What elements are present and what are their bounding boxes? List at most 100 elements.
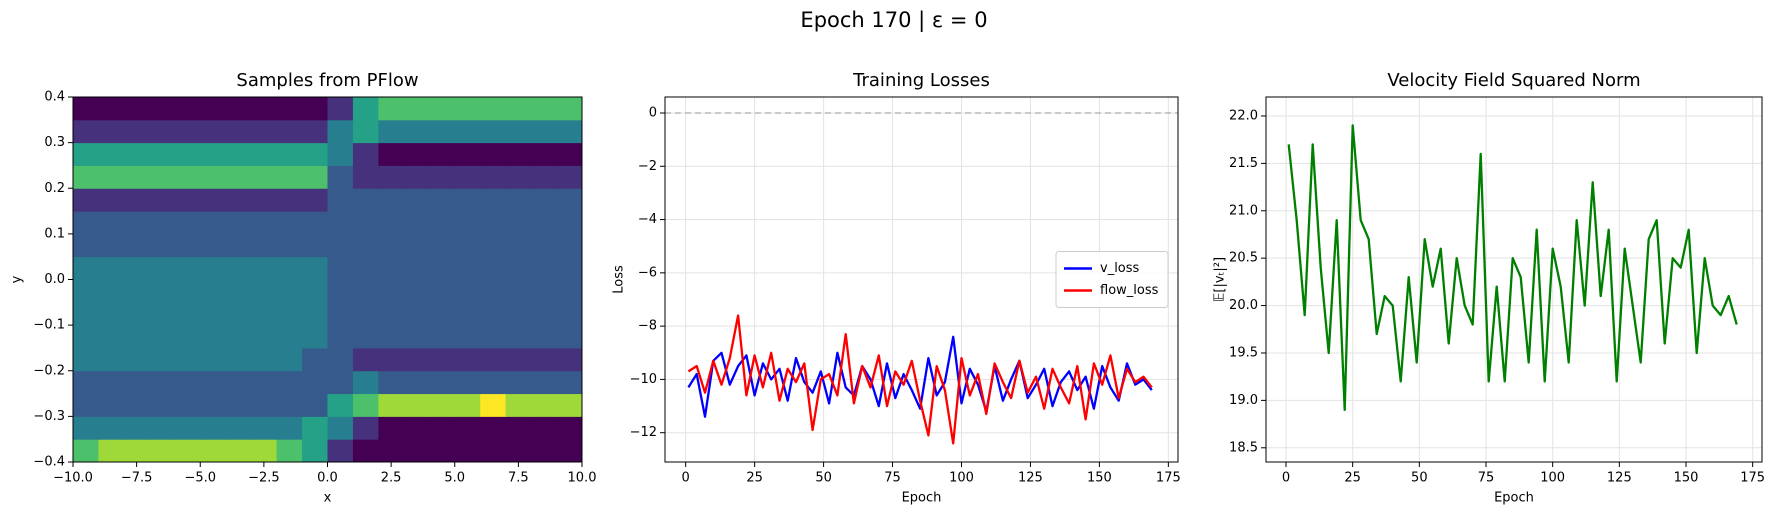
- heatmap-cell: [327, 370, 354, 395]
- heatmap-cell: [149, 211, 176, 235]
- heatmap-cell: [327, 142, 354, 166]
- y-tick-label: −2: [638, 159, 657, 174]
- y-tick-label: 21.5: [1229, 156, 1258, 171]
- heatmap-cell: [352, 393, 379, 417]
- heatmap-cell: [480, 393, 507, 417]
- heatmap-cell: [378, 416, 405, 440]
- heatmap-cell: [200, 119, 227, 144]
- heatmap-cell: [480, 119, 507, 144]
- heatmap-cell: [556, 439, 583, 463]
- heatmap-cell: [251, 97, 278, 121]
- heatmap-cell: [531, 97, 558, 121]
- heatmap-cell: [98, 188, 125, 212]
- heatmap-cell: [276, 233, 303, 258]
- legend-box: [1055, 251, 1169, 308]
- heatmap-cell: [123, 211, 150, 235]
- heatmap-cell: [352, 279, 379, 303]
- heatmap-cell: [556, 188, 583, 212]
- heatmap-cell: [505, 119, 532, 144]
- series-line: [1287, 124, 1738, 412]
- heatmap-cell: [200, 233, 227, 258]
- heatmap-cell: [403, 211, 430, 235]
- heatmap-cell: [480, 211, 507, 235]
- heatmap-cell: [378, 97, 405, 121]
- heatmap-cell: [98, 302, 125, 326]
- heatmap-cell: [174, 393, 201, 417]
- heatmap-cell: [200, 347, 227, 372]
- heatmap-cell: [225, 142, 252, 166]
- heatmap-cell: [403, 165, 430, 189]
- heatmap-cell: [378, 439, 405, 463]
- heatmap-cell: [200, 325, 227, 349]
- heatmap-cell: [327, 97, 354, 121]
- heatmap-cell: [276, 279, 303, 303]
- heatmap-cell: [276, 416, 303, 440]
- heatmap-cell: [454, 188, 481, 212]
- heatmap-cell: [352, 165, 379, 189]
- heatmap-cell: [251, 347, 278, 372]
- heatmap-cell: [403, 142, 430, 166]
- heatmap-cell: [73, 233, 99, 258]
- heatmap-cell: [302, 416, 328, 440]
- heatmap-cell: [454, 416, 481, 440]
- heatmap-cell: [123, 279, 150, 303]
- heatmap-cell: [327, 416, 354, 440]
- heatmap-cell: [251, 165, 278, 189]
- heatmap-cell: [480, 256, 507, 280]
- heatmap-cell: [531, 233, 558, 258]
- heatmap-cell: [73, 188, 99, 212]
- heatmap-cell: [302, 439, 328, 463]
- heatmap-cell: [531, 279, 558, 303]
- heatmap-cell: [403, 347, 430, 372]
- heatmap-cell: [378, 119, 405, 144]
- heatmap-cell: [276, 165, 303, 189]
- heatmap-cell: [123, 188, 150, 212]
- heatmap-cell: [403, 97, 430, 121]
- heatmap-cell: [73, 302, 99, 326]
- heatmap-cell: [429, 370, 456, 395]
- heatmap-cell: [556, 416, 583, 440]
- heatmap-cell: [454, 439, 481, 463]
- heatmap-cell: [123, 416, 150, 440]
- heatmap-cell: [429, 393, 456, 417]
- heatmap-cell: [149, 97, 176, 121]
- heatmap-cell: [480, 370, 507, 395]
- heatmap-cell: [174, 233, 201, 258]
- heatmap-cell: [378, 142, 405, 166]
- y-tick-label: 18.5: [1229, 440, 1258, 455]
- x-tick-label: 125: [1018, 471, 1043, 486]
- x-tick-label: 25: [1344, 471, 1361, 486]
- heatmap-cell: [149, 439, 176, 463]
- heatmap-cell: [378, 370, 405, 395]
- heatmap-cell: [531, 142, 558, 166]
- heatmap-cell: [454, 302, 481, 326]
- heatmap-cell: [149, 165, 176, 189]
- heatmap-cell: [276, 439, 303, 463]
- heatmap-cell: [73, 119, 99, 144]
- heatmap-cell: [251, 325, 278, 349]
- legend-label: v_loss: [1100, 261, 1140, 276]
- heatmap-cell: [556, 256, 583, 280]
- x-tick-label: 150: [1087, 471, 1112, 486]
- y-tick-label: −6: [638, 265, 657, 280]
- heatmap-cell: [200, 188, 227, 212]
- y-tick-label: 0.4: [44, 90, 65, 105]
- heatmap-cell: [429, 97, 456, 121]
- y-tick-label: 22.0: [1229, 108, 1258, 123]
- heatmap-cell: [454, 347, 481, 372]
- heatmap-cell: [302, 325, 328, 349]
- heatmap-cell: [352, 439, 379, 463]
- x-tick-label: −7.5: [121, 471, 153, 486]
- heatmap-cell: [225, 279, 252, 303]
- heatmap-cell: [200, 97, 227, 121]
- heatmap-cell: [123, 233, 150, 258]
- heatmap-cell: [302, 302, 328, 326]
- heatmap-cell: [98, 370, 125, 395]
- series-line: [687, 314, 1153, 445]
- heatmap-cell: [225, 165, 252, 189]
- heatmap-cell: [200, 211, 227, 235]
- y-tick-label: 21.0: [1229, 203, 1258, 218]
- heatmap-cell: [505, 188, 532, 212]
- heatmap-cell: [531, 347, 558, 372]
- heatmap-cell: [556, 233, 583, 258]
